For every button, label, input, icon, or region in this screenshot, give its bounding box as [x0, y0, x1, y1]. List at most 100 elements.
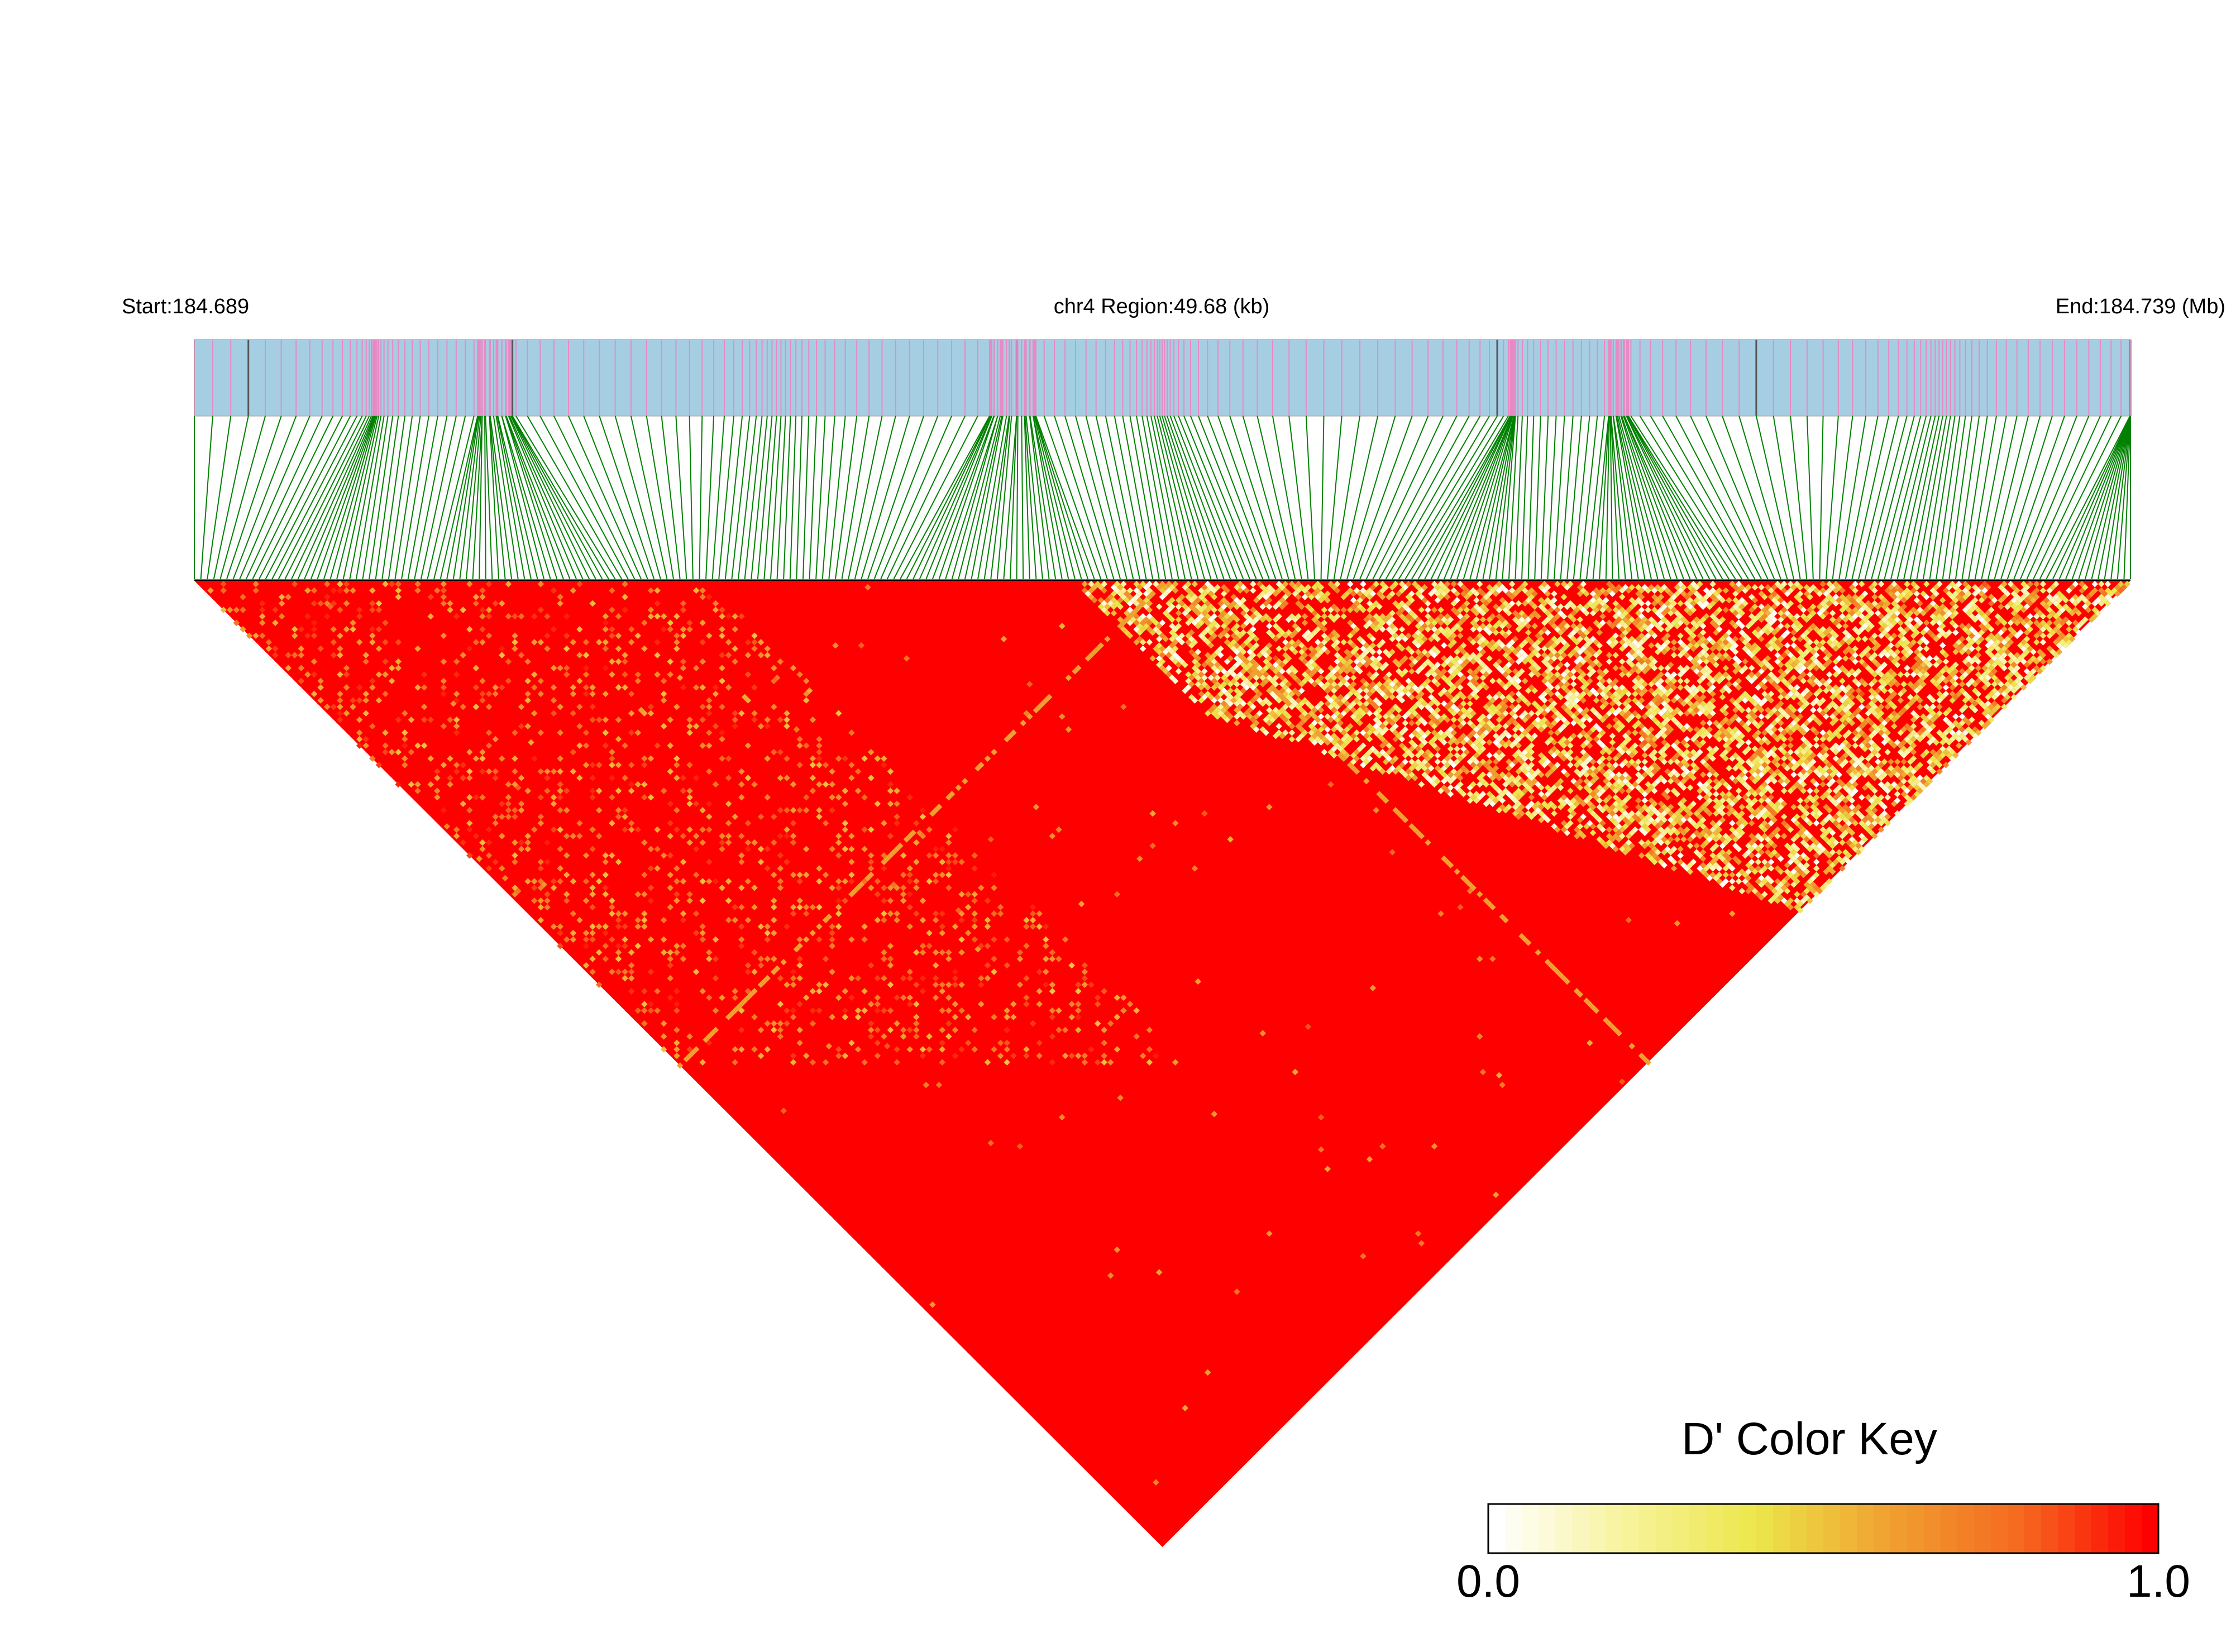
variant-connector	[1273, 416, 1302, 579]
variant-connector	[414, 416, 447, 579]
variant-connector	[2079, 416, 2130, 579]
variant-connector	[713, 416, 724, 579]
variant-connector	[1167, 416, 1224, 579]
variant-connector	[1178, 416, 1243, 579]
variant-connector	[1347, 416, 1395, 579]
variant-connector	[376, 416, 399, 579]
variant-connector	[1076, 416, 1120, 579]
variant-connector	[1033, 416, 1062, 579]
variant-connector	[1535, 416, 1540, 579]
variant-connector	[1054, 416, 1107, 579]
variant-connector	[1981, 416, 2017, 579]
variant-connector	[569, 416, 641, 579]
variant-connector	[1956, 416, 1979, 579]
variant-connector	[690, 416, 693, 579]
variant-connector	[1334, 416, 1360, 579]
variant-connector	[1962, 416, 1988, 579]
variant-connector	[240, 416, 310, 579]
variant-connector	[1865, 416, 1907, 579]
variant-connector	[1036, 416, 1095, 579]
variant-connector	[1257, 416, 1295, 579]
variant-connector	[719, 416, 734, 579]
variant-connector	[1756, 416, 1794, 579]
variant-connector	[699, 416, 702, 579]
variant-connector	[771, 416, 781, 579]
variant-connector	[1878, 416, 1921, 579]
variant-connector	[647, 416, 673, 579]
variant-connector	[1198, 416, 1263, 579]
variant-connector	[2027, 416, 2100, 579]
variant-connector	[1035, 416, 1082, 579]
variant-connector	[796, 416, 802, 579]
variant-connector	[881, 416, 952, 579]
variant-connector	[1528, 416, 1534, 579]
variant-connector	[803, 416, 809, 579]
variant-connector	[1306, 416, 1315, 579]
variant-connector	[1522, 416, 1527, 579]
variant-connector	[389, 416, 412, 579]
variant-connector	[343, 416, 379, 579]
variant-connector	[227, 416, 281, 579]
variant-connector	[1340, 416, 1378, 579]
variant-connector	[920, 416, 992, 579]
variant-connector	[855, 416, 896, 579]
variant-connector	[421, 416, 456, 579]
variant-connector	[1613, 416, 1632, 579]
variant-connector	[1819, 416, 1823, 579]
variant-connector	[1033, 416, 1068, 579]
variant-connector	[1136, 416, 1165, 579]
variant-connector	[1574, 416, 1590, 579]
variant-connector	[1021, 416, 1023, 579]
variant-connector	[1157, 416, 1198, 579]
variant-connector	[1807, 416, 1813, 579]
variant-connector	[1160, 416, 1205, 579]
variant-connector	[1739, 416, 1787, 579]
variant-connector	[810, 416, 817, 579]
variant-connector	[1354, 416, 1412, 579]
variant-connector	[1547, 416, 1556, 579]
variant-connector	[1706, 416, 1774, 579]
variant-connector	[868, 416, 924, 579]
variant-connector	[1627, 416, 1709, 579]
variant-connector	[1884, 416, 1926, 579]
variant-connector	[382, 416, 405, 579]
variant-connector	[1379, 416, 1469, 579]
variant-connector	[1567, 416, 1582, 579]
variant-connector	[2020, 416, 2089, 579]
variant-connector	[725, 416, 742, 579]
variant-connector	[1949, 416, 1972, 579]
variant-connector	[1425, 416, 1510, 579]
variant-connector	[402, 416, 429, 579]
variant-connector	[997, 416, 1012, 579]
variant-connector	[939, 416, 994, 579]
variant-connector	[1230, 416, 1282, 579]
variant-connector	[1470, 416, 1514, 579]
variant-connector	[2008, 416, 2065, 579]
variant-connector	[1910, 416, 1943, 579]
variant-connector	[1327, 416, 1342, 579]
variant-connectors	[194, 416, 2130, 579]
variant-connector	[1017, 416, 1018, 579]
variant-connector	[1826, 416, 1838, 579]
variant-connector	[1541, 416, 1548, 579]
variant-connector	[1373, 416, 1456, 579]
variant-connector	[1936, 416, 1960, 579]
variant-connector	[631, 416, 667, 579]
variant-connector	[1891, 416, 1931, 579]
variant-connector	[933, 416, 994, 579]
variant-connector	[1162, 416, 1211, 579]
variant-connector	[453, 416, 479, 579]
variant-connector	[1722, 416, 1781, 579]
variant-connector	[1628, 416, 1729, 579]
variant-connector	[1690, 416, 1767, 579]
variant-connector	[1115, 416, 1146, 579]
variant-connector	[1774, 416, 1800, 579]
variant-connector	[246, 416, 322, 579]
variant-connector	[829, 416, 845, 579]
variant-connector	[1321, 416, 1324, 579]
variant-connector	[1360, 416, 1428, 579]
variant-connector	[1243, 416, 1289, 579]
variant-connector	[1898, 416, 1936, 579]
variant-connector	[1625, 416, 1697, 579]
